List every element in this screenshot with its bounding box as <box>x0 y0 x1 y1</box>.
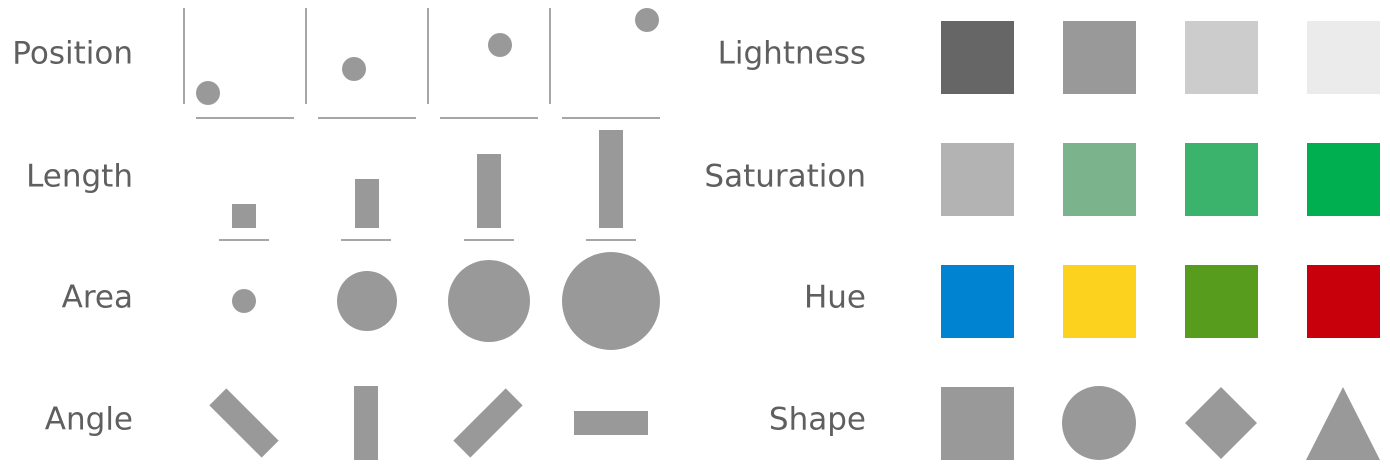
saturation-swatch <box>1185 143 1258 216</box>
lightness-row <box>941 21 1380 94</box>
area-circle <box>337 271 397 331</box>
hue-swatch <box>1307 265 1380 338</box>
position-dot <box>342 57 366 81</box>
shape-row <box>941 386 1380 460</box>
diamond-icon <box>1185 387 1257 459</box>
label-saturation: Saturation <box>704 159 866 195</box>
lightness-swatch <box>1307 21 1380 94</box>
label-lightness: Lightness <box>718 36 866 72</box>
area-row <box>232 252 660 350</box>
saturation-swatch <box>1063 143 1136 216</box>
length-bar <box>477 154 501 228</box>
hue-swatch <box>1185 265 1258 338</box>
area-circle <box>448 260 530 342</box>
label-angle: Angle <box>45 402 133 438</box>
length-bar <box>355 179 379 228</box>
position-dot <box>488 33 512 57</box>
angle-bar <box>453 388 523 458</box>
circle-icon <box>1062 386 1136 460</box>
lightness-swatch <box>1185 21 1258 94</box>
length-bar <box>599 130 623 228</box>
hue-swatch <box>1063 265 1136 338</box>
position-dot <box>196 81 220 105</box>
position-row <box>183 8 660 119</box>
hue-swatch <box>941 265 1014 338</box>
angle-bar <box>354 386 378 460</box>
lightness-swatch <box>1063 21 1136 94</box>
angle-bar <box>574 411 648 435</box>
hue-row <box>941 265 1380 338</box>
label-length: Length <box>26 159 133 195</box>
angle-bar <box>209 388 279 458</box>
label-shape: Shape <box>769 402 866 438</box>
area-circle <box>232 289 256 313</box>
lightness-swatch <box>941 21 1014 94</box>
triangle-icon <box>1306 387 1380 460</box>
saturation-row <box>941 143 1380 216</box>
saturation-swatch <box>941 143 1014 216</box>
length-row <box>219 130 636 241</box>
square-icon <box>941 387 1014 460</box>
label-position: Position <box>12 36 133 72</box>
label-area: Area <box>62 280 133 316</box>
angle-row <box>209 386 648 460</box>
label-hue: Hue <box>804 280 866 316</box>
length-bar <box>232 204 256 228</box>
area-circle <box>562 252 660 350</box>
position-dot <box>635 8 659 32</box>
saturation-swatch <box>1307 143 1380 216</box>
